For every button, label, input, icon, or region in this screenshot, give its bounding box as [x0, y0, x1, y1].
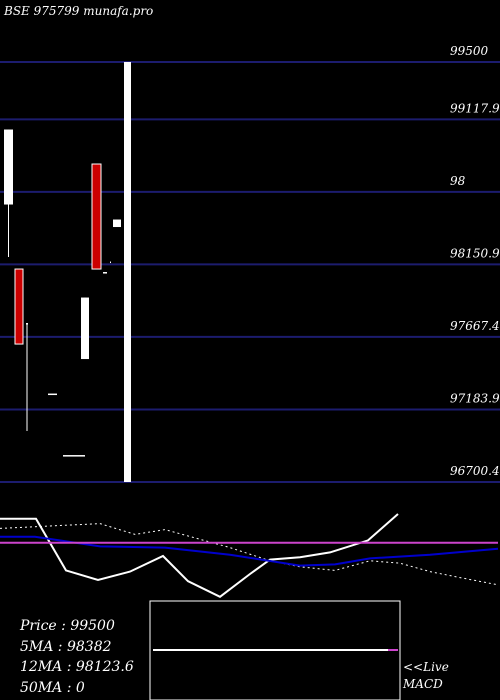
price-tick-label: 96700.45	[450, 464, 500, 478]
price-axis: 99500 99117.96 98 98150.96 97667.45 97183.95 9…	[450, 44, 500, 478]
candle-body	[14, 268, 24, 345]
candle-body	[81, 297, 89, 360]
macd-panel	[149, 600, 401, 700]
candle-body	[103, 272, 107, 274]
stats-block: Price : 99500 5MA : 98382 12MA : 98123.6…	[19, 618, 134, 696]
price-tick-label: 98	[450, 174, 466, 188]
candles	[4, 62, 131, 482]
ma-line	[0, 513, 399, 598]
moving-average-lines	[0, 513, 499, 598]
candle-body	[124, 62, 131, 482]
macd-label: MACD	[402, 677, 443, 691]
price-tick-label: 98150.96	[450, 246, 500, 260]
macd-live-label: <<Live	[403, 660, 449, 674]
candle-body	[63, 455, 85, 457]
ma12-stat: 12MA : 98123.6	[20, 659, 134, 675]
ma-line	[0, 535, 499, 567]
candle-body	[91, 163, 102, 270]
ma50-stat: 50MA : 0	[20, 680, 85, 696]
candle-body	[4, 129, 13, 205]
candle-body	[26, 323, 28, 325]
price-stat: Price : 99500	[19, 618, 115, 634]
price-tick-label: 97667.45	[450, 319, 500, 333]
candle-body	[48, 393, 57, 396]
candle-body	[110, 261, 111, 264]
symbol-label: BSE 975799 munafa.pro	[3, 4, 153, 18]
ma5-stat: 5MA : 98382	[20, 639, 112, 655]
price-tick-label: 99117.96	[450, 101, 500, 115]
candle-body	[113, 219, 121, 228]
price-tick-label: 99500	[450, 44, 489, 58]
price-tick-label: 97183.95	[450, 391, 500, 405]
